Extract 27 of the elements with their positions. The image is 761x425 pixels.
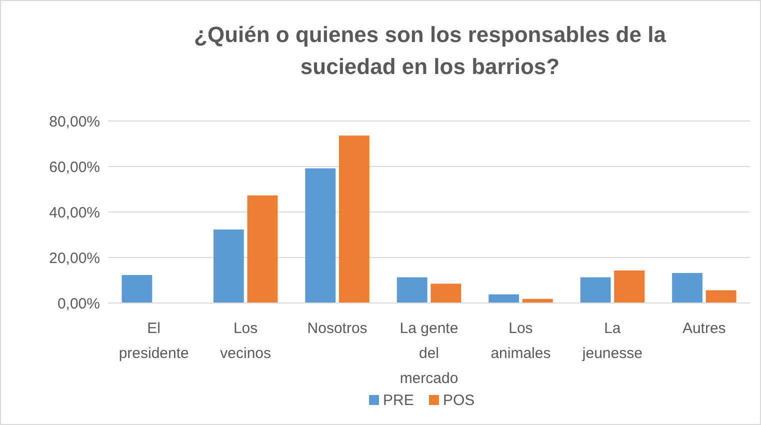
chart-title: ¿Quién o quienes son los responsables de la suciedad en los barrios? <box>194 22 667 79</box>
y-tick-label: 0,00% <box>57 295 100 312</box>
bar <box>305 168 336 303</box>
y-tick-label: 80,00% <box>49 113 100 130</box>
bar <box>213 230 244 303</box>
x-tick-label: Los vecinos <box>220 320 271 362</box>
x-tick-label: La gente del mercado <box>400 320 458 387</box>
bar <box>430 284 462 303</box>
bar <box>614 270 645 303</box>
x-tick-label: Los animales <box>490 320 551 362</box>
bar <box>580 277 611 303</box>
legend-label: PRE <box>383 392 414 409</box>
bar <box>706 290 736 303</box>
bar <box>338 136 370 303</box>
x-tick-label: La jeunesse <box>581 320 642 362</box>
bar <box>122 275 152 303</box>
y-tick-label: 40,00% <box>49 204 100 222</box>
x-tick-label: Autres <box>682 320 726 337</box>
bar <box>672 272 702 303</box>
bar <box>396 277 428 303</box>
y-tick-label: 60,00% <box>49 158 100 176</box>
legend-label: POS <box>443 392 475 409</box>
bar <box>488 294 520 303</box>
bar <box>247 195 278 303</box>
x-tick-label: Nosotros <box>307 320 368 337</box>
y-tick-label: 20,00% <box>49 250 100 267</box>
x-tick-label: El presidente <box>118 320 189 362</box>
